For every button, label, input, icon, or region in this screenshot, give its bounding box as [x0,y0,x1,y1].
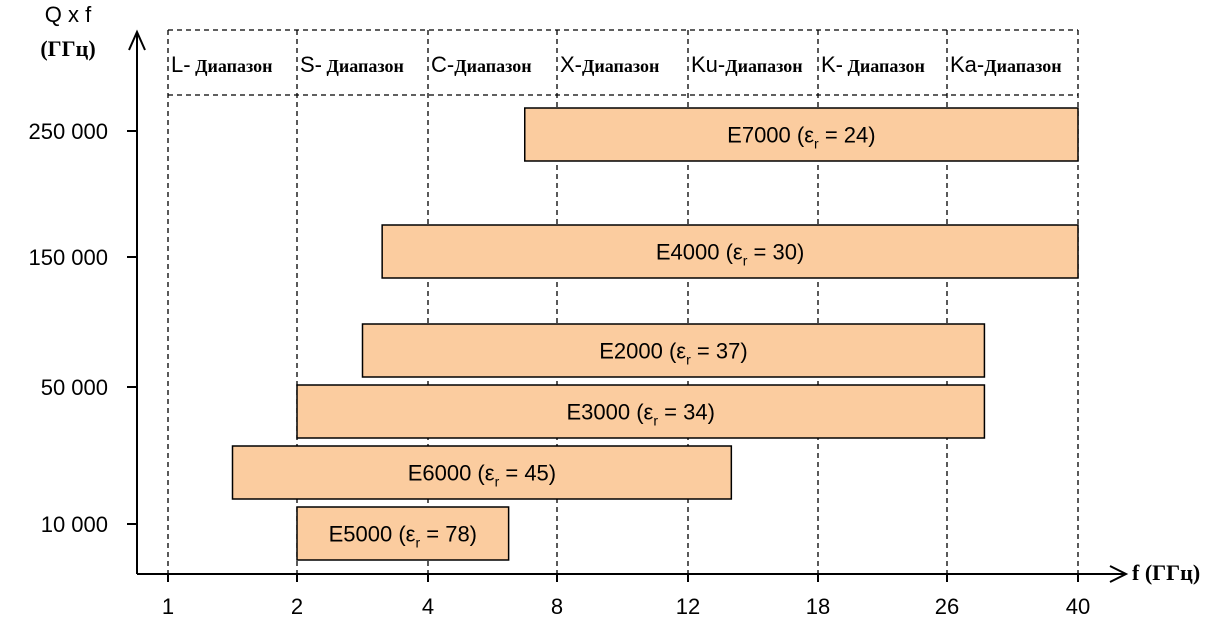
x-axis-arrow [1109,565,1129,583]
bar-label: E3000 (εr = 34) [567,400,715,429]
band-label: K- Диапазон [821,52,925,77]
x-tick-label: 40 [1066,594,1090,619]
y-axis-arrow [128,29,146,51]
bar-rect [381,224,1079,279]
bar-label: E2000 (εr = 37) [599,339,747,368]
band-label: L- Диапазон [171,52,272,77]
bar-label: E4000 (εr = 30) [656,240,804,269]
y-axis-label-line2: (ГГц) [40,36,95,61]
x-tick-label: 8 [551,594,563,619]
bar-e7000: E7000 (εr = 24) [524,107,1079,162]
bar-e6000: E6000 (εr = 45) [231,445,733,500]
bar-rect [296,384,986,439]
y-axis-label-line1: Q x f [45,2,92,27]
band-label: Ka-Диапазон [950,52,1062,77]
band-label: Ku-Диапазон [691,52,803,77]
band-label: S- Диапазон [300,52,404,77]
bar-e3000: E3000 (εr = 34) [296,384,986,439]
x-axis-label: f (ГГц) [1132,560,1200,585]
bar-e5000: E5000 (εr = 78) [296,506,510,561]
x-tick-label: 1 [162,594,174,619]
y-tick-label: 50 000 [41,375,108,400]
band-label: C-Диапазон [431,52,532,77]
bar-rect [361,323,986,378]
bar-rect [231,445,733,500]
bar-rect [524,107,1079,162]
y-tick-label: 150 000 [28,245,108,270]
x-tick-label: 12 [676,594,700,619]
bar-label: E7000 (εr = 24) [727,123,875,152]
x-tick-label: 2 [291,594,303,619]
band-label: X-Диапазон [560,52,659,77]
x-tick-label: 26 [935,594,959,619]
bar-label: E6000 (εr = 45) [408,461,556,490]
y-tick-label: 250 000 [28,119,108,144]
x-tick-label: 18 [806,594,830,619]
bar-e4000: E4000 (εr = 30) [381,224,1079,279]
bar-label: E5000 (εr = 78) [329,522,477,551]
x-tick-label: 4 [422,594,434,619]
bar-rect [296,506,510,561]
y-tick-label: 10 000 [41,512,108,537]
bar-e2000: E2000 (εr = 37) [361,323,986,378]
